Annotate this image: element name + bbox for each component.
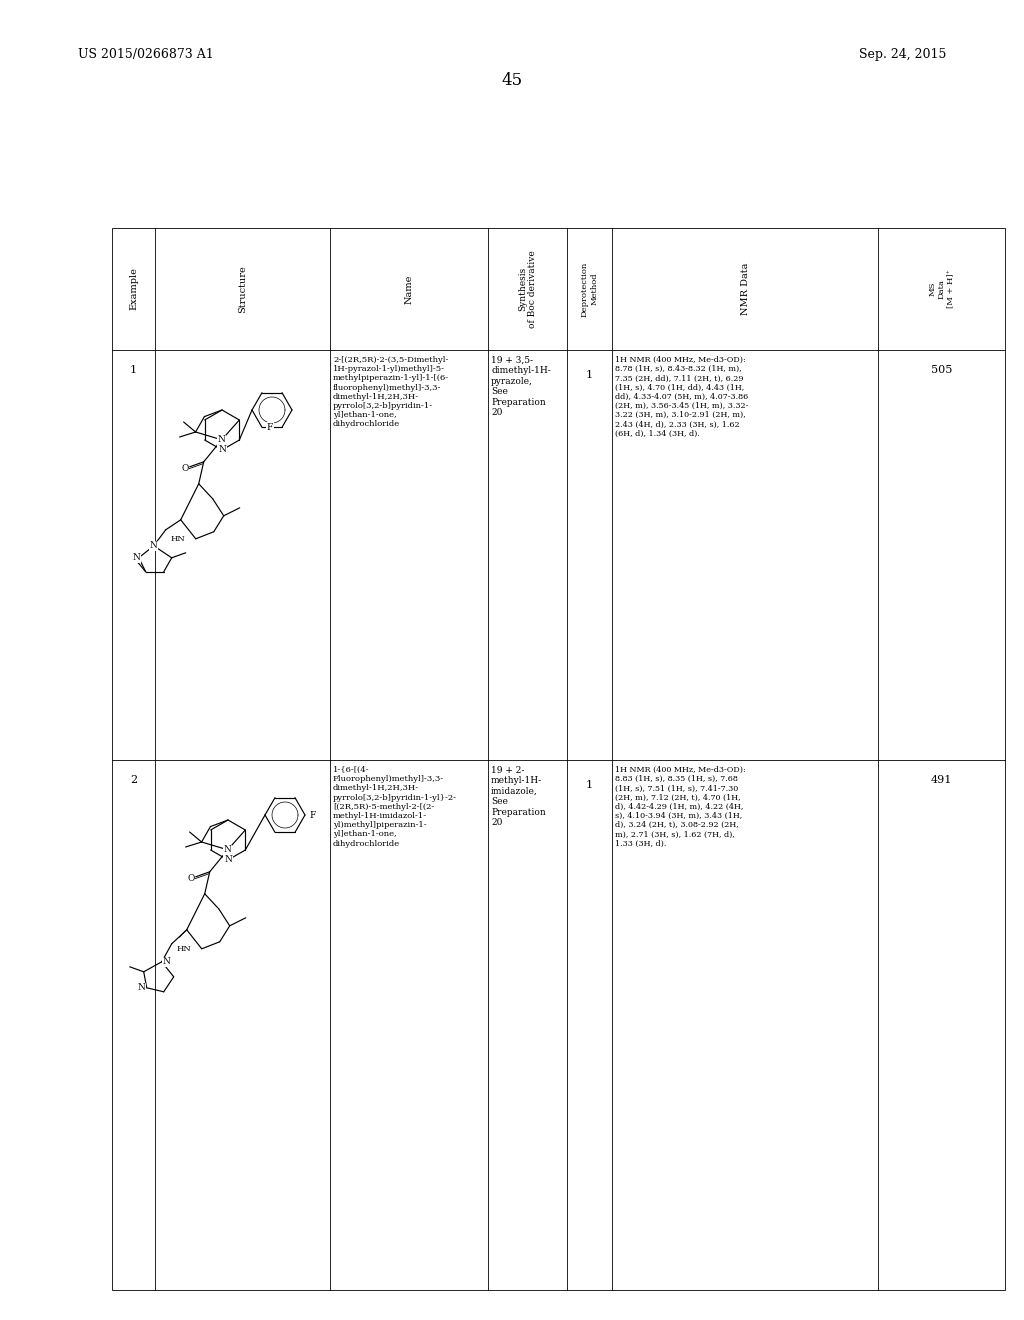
Text: 19 + 3,5-
dimethyl-1H-
pyrazole,
See
Preparation
20: 19 + 3,5- dimethyl-1H- pyrazole, See Pre…: [490, 356, 551, 417]
Text: 2-[(2R,5R)-2-(3,5-Dimethyl-
1H-pyrazol-1-yl)methyl]-5-
methylpiperazin-1-yl]-1-[: 2-[(2R,5R)-2-(3,5-Dimethyl- 1H-pyrazol-1…: [333, 356, 450, 429]
Text: 1: 1: [586, 780, 593, 789]
Text: N: N: [150, 541, 158, 550]
Text: F: F: [310, 810, 316, 820]
Text: N: N: [224, 855, 232, 865]
Text: 2: 2: [130, 775, 137, 785]
Text: N: N: [138, 983, 145, 993]
Text: HN: HN: [171, 535, 185, 543]
Text: O: O: [187, 874, 195, 883]
Text: 45: 45: [502, 73, 522, 88]
Text: N: N: [218, 446, 226, 454]
Bar: [112, 228, 1005, 1290]
Text: Example: Example: [129, 268, 138, 310]
Text: N: N: [224, 845, 231, 854]
Text: N: N: [218, 436, 225, 445]
Text: 505: 505: [931, 366, 952, 375]
Text: O: O: [181, 465, 188, 474]
Text: HN: HN: [177, 945, 191, 953]
Text: Name: Name: [404, 275, 414, 304]
Text: NMR Data: NMR Data: [740, 263, 750, 315]
Text: Structure: Structure: [238, 265, 247, 313]
Text: 1: 1: [586, 370, 593, 380]
Text: F: F: [267, 422, 273, 432]
Text: Deprotection
Method: Deprotection Method: [581, 261, 598, 317]
Text: Synthesis
of Boc derivative: Synthesis of Boc derivative: [518, 249, 538, 327]
Text: Sep. 24, 2015: Sep. 24, 2015: [859, 48, 946, 61]
Text: MS
Data
[M + H]⁺: MS Data [M + H]⁺: [929, 269, 954, 309]
Text: 1H NMR (400 MHz, Me-d3-OD):
8.83 (1H, s), 8.35 (1H, s), 7.68
(1H, s), 7.51 (1H, : 1H NMR (400 MHz, Me-d3-OD): 8.83 (1H, s)…: [615, 766, 745, 847]
Text: N: N: [163, 957, 171, 966]
Text: US 2015/0266873 A1: US 2015/0266873 A1: [78, 48, 214, 61]
Text: 19 + 2-
methyl-1H-
imidazole,
See
Preparation
20: 19 + 2- methyl-1H- imidazole, See Prepar…: [490, 766, 546, 828]
Text: 1: 1: [130, 366, 137, 375]
Text: 1H NMR (400 MHz, Me-d3-OD):
8.78 (1H, s), 8.43-8.32 (1H, m),
7.35 (2H, dd), 7.11: 1H NMR (400 MHz, Me-d3-OD): 8.78 (1H, s)…: [615, 356, 749, 438]
Text: 491: 491: [931, 775, 952, 785]
Text: 1-{6-[(4-
Fluorophenyl)methyl]-3,3-
dimethyl-1H,2H,3H-
pyrrolo[3,2-b]pyridin-1-y: 1-{6-[(4- Fluorophenyl)methyl]-3,3- dime…: [333, 766, 457, 847]
Text: N: N: [133, 553, 140, 562]
